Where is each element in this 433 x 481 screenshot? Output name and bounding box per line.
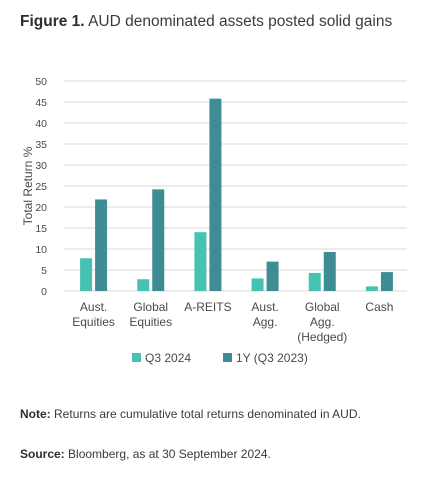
y-tick-label: 20 [35, 202, 47, 214]
x-tick-label: (Hedged) [297, 330, 347, 344]
y-tick-label: 45 [35, 97, 47, 109]
x-tick-label: Aust. [251, 300, 278, 314]
bar-q3-2024 [80, 258, 93, 291]
legend-label: 1Y (Q3 2023) [236, 351, 308, 365]
x-tick-label: Agg. [310, 315, 335, 329]
chart-title: Figure 1. AUD denominated assets posted … [20, 10, 420, 33]
bar-1y [323, 251, 336, 291]
x-tick-label: Global [133, 300, 168, 314]
legend-swatch [132, 353, 141, 362]
bar-q3-2024 [194, 232, 207, 291]
legend-swatch [223, 353, 232, 362]
x-tick-label: A-REITS [184, 300, 231, 314]
y-tick-label: 15 [35, 223, 47, 235]
y-tick-label: 40 [35, 118, 47, 130]
bar-1y [152, 189, 165, 291]
x-tick-label: Cash [365, 300, 393, 314]
bar-1y [380, 272, 393, 291]
y-tick-label: 30 [35, 160, 47, 172]
figure-title-text: AUD denominated assets posted solid gain… [88, 13, 393, 30]
y-tick-label: 0 [41, 286, 47, 298]
x-tick-label: Aust. [80, 300, 107, 314]
y-tick-label: 35 [35, 139, 47, 151]
bar-1y [266, 261, 279, 291]
legend-label: Q3 2024 [145, 351, 191, 365]
bar-q3-2024 [308, 272, 321, 291]
chart-note: Note: Returns are cumulative total retur… [20, 406, 420, 423]
source-text: Bloomberg, as at 30 September 2024. [68, 447, 271, 461]
y-tick-label: 5 [41, 265, 47, 277]
bar-q3-2024 [137, 279, 150, 291]
x-tick-label: Agg. [253, 315, 278, 329]
y-tick-label: 10 [35, 244, 47, 256]
bar-q3-2024 [365, 286, 378, 291]
y-tick-label: 25 [35, 181, 47, 193]
bar-1y [95, 199, 108, 291]
x-tick-label: Equities [72, 315, 115, 329]
x-tick-label: Equities [129, 315, 172, 329]
note-label: Note: [20, 407, 51, 421]
y-axis-label: Total Return % [21, 146, 35, 225]
note-text: Returns are cumulative total returns den… [54, 407, 361, 421]
figure-number: Figure 1. [20, 13, 85, 30]
bar-1y [209, 98, 222, 291]
bar-q3-2024 [251, 278, 264, 291]
chart-source: Source: Bloomberg, as at 30 September 20… [20, 446, 420, 463]
x-tick-label: Global [305, 300, 340, 314]
y-tick-label: 50 [35, 76, 47, 88]
source-label: Source: [20, 447, 65, 461]
